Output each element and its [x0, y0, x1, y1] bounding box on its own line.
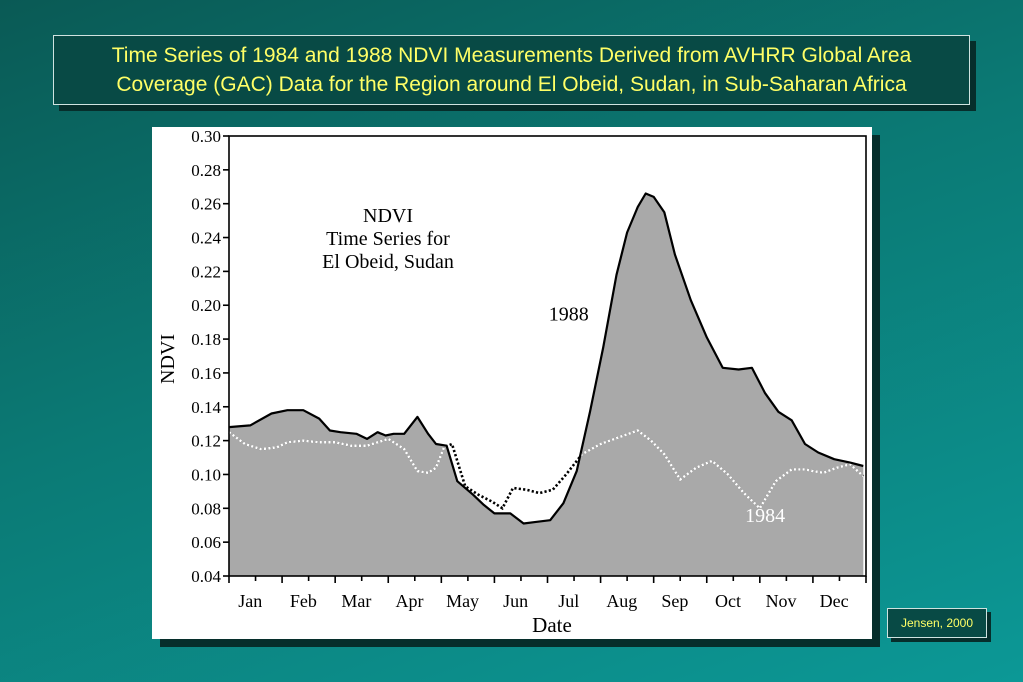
- slide-title-line-2: Coverage (GAC) Data for the Region aroun…: [116, 73, 907, 96]
- y-tick-label: 0.26: [191, 195, 221, 214]
- x-tick-label-nov: Nov: [766, 591, 797, 611]
- x-tick-label-sep: Sep: [661, 591, 688, 611]
- y-tick-label: 0.18: [191, 330, 221, 349]
- y-tick-label: 0.28: [191, 161, 221, 180]
- x-tick-label-jan: Jan: [238, 591, 262, 611]
- x-tick-label-feb: Feb: [290, 591, 317, 611]
- x-tick-label-aug: Aug: [606, 591, 637, 611]
- source-credit: Jensen, 2000: [887, 608, 987, 638]
- series-1988-line: [228, 192, 864, 525]
- series-1988-area: [229, 193, 864, 576]
- y-tick-label: 0.14: [191, 398, 221, 417]
- x-tick-label-apr: Apr: [395, 591, 423, 611]
- slide-title-line-1: Time Series of 1984 and 1988 NDVI Measur…: [111, 44, 912, 67]
- x-tick-label-may: May: [446, 591, 479, 611]
- y-tick-label: 0.16: [191, 364, 221, 383]
- ndvi-time-series-chart: 1988 1984 0.04 0.06 0.08 0.10 0.12 0.14 0.16 0.1…: [157, 127, 867, 637]
- chart-annotation-line-1: NDVI: [363, 205, 413, 227]
- y-tick-label: 0.04: [191, 567, 221, 586]
- y-tick-label: 0.20: [191, 296, 221, 315]
- y-tick-label: 0.30: [191, 127, 221, 146]
- series-label-1984: 1984: [745, 505, 785, 527]
- y-axis-title: NDVI: [157, 334, 179, 384]
- y-tick-label: 0.08: [191, 499, 221, 518]
- series-label-1988: 1988: [549, 303, 589, 325]
- chart-annotation-line-2: Time Series for: [326, 228, 450, 250]
- plot-area: 1988 1984: [228, 192, 865, 576]
- chart-annotation-line-3: El Obeid, Sudan: [322, 251, 454, 273]
- x-axis-title: Date: [532, 613, 572, 637]
- x-tick-label-oct: Oct: [715, 591, 741, 611]
- y-tick-label: 0.10: [191, 465, 221, 484]
- x-tick-label-jun: Jun: [503, 591, 528, 611]
- axes: 0.04 0.06 0.08 0.10 0.12 0.14 0.16 0.18 0.20 0.22…: [191, 127, 867, 611]
- chart-panel: 1988 1984 0.04 0.06 0.08 0.10 0.12 0.14 0.16 0.1…: [152, 127, 872, 639]
- x-tick-label-jul: Jul: [558, 591, 579, 611]
- y-tick-label: 0.06: [191, 533, 221, 552]
- x-tick-label-dec: Dec: [820, 591, 849, 611]
- x-tick-label-mar: Mar: [341, 591, 371, 611]
- y-tick-label: 0.24: [191, 229, 221, 248]
- y-tick-label: 0.12: [191, 432, 221, 451]
- y-tick-label: 0.22: [191, 262, 221, 281]
- slide-title-box: Time Series of 1984 and 1988 NDVI Measur…: [53, 35, 970, 105]
